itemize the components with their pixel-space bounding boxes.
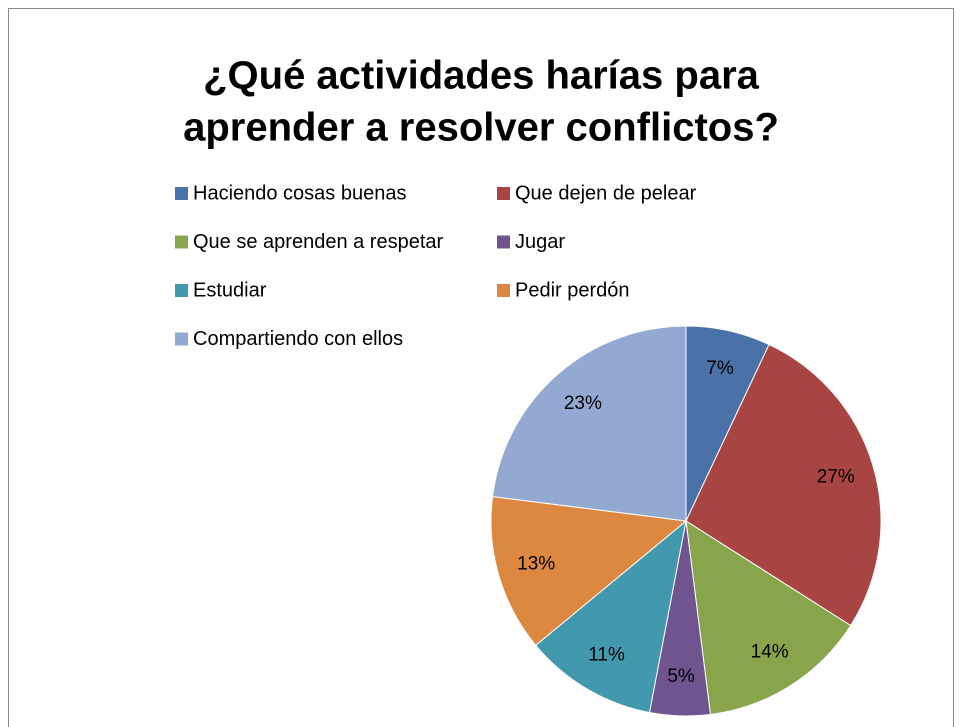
legend-swatch — [497, 187, 510, 200]
legend-label: Que se aprenden a respetar — [193, 231, 444, 253]
legend-swatch — [175, 332, 188, 346]
pie-slice — [535, 519, 687, 714]
legend-label: Haciendo cosas buenas — [193, 182, 406, 204]
legend-swatch — [497, 235, 510, 249]
legend-label: Jugar — [515, 231, 565, 253]
chart-border — [8, 8, 954, 727]
legend-label: Estudiar — [193, 279, 267, 301]
data-label: 27% — [817, 466, 855, 487]
data-label: 5% — [667, 666, 695, 687]
legend-swatch — [175, 284, 188, 297]
legend-swatch — [175, 187, 188, 200]
data-label: 11% — [588, 644, 625, 665]
data-label: 23% — [564, 393, 602, 414]
data-label: 14% — [751, 642, 789, 663]
chart-title: ¿Qué actividades harías para — [203, 54, 760, 98]
legend-swatch — [175, 235, 188, 249]
legend-label: Pedir perdón — [515, 279, 630, 301]
pie-slice — [685, 520, 852, 716]
pie-slice — [685, 343, 882, 627]
pie-slice — [490, 496, 688, 647]
data-label: 7% — [706, 358, 734, 379]
chart-title: aprender a resolver conflictos? — [183, 106, 779, 150]
pie-slice — [491, 325, 687, 522]
data-label: 13% — [517, 554, 555, 575]
legend-label: Que dejen de pelear — [515, 182, 697, 204]
legend-label: Compartiendo con ellos — [193, 328, 403, 350]
legend-swatch — [497, 284, 510, 297]
